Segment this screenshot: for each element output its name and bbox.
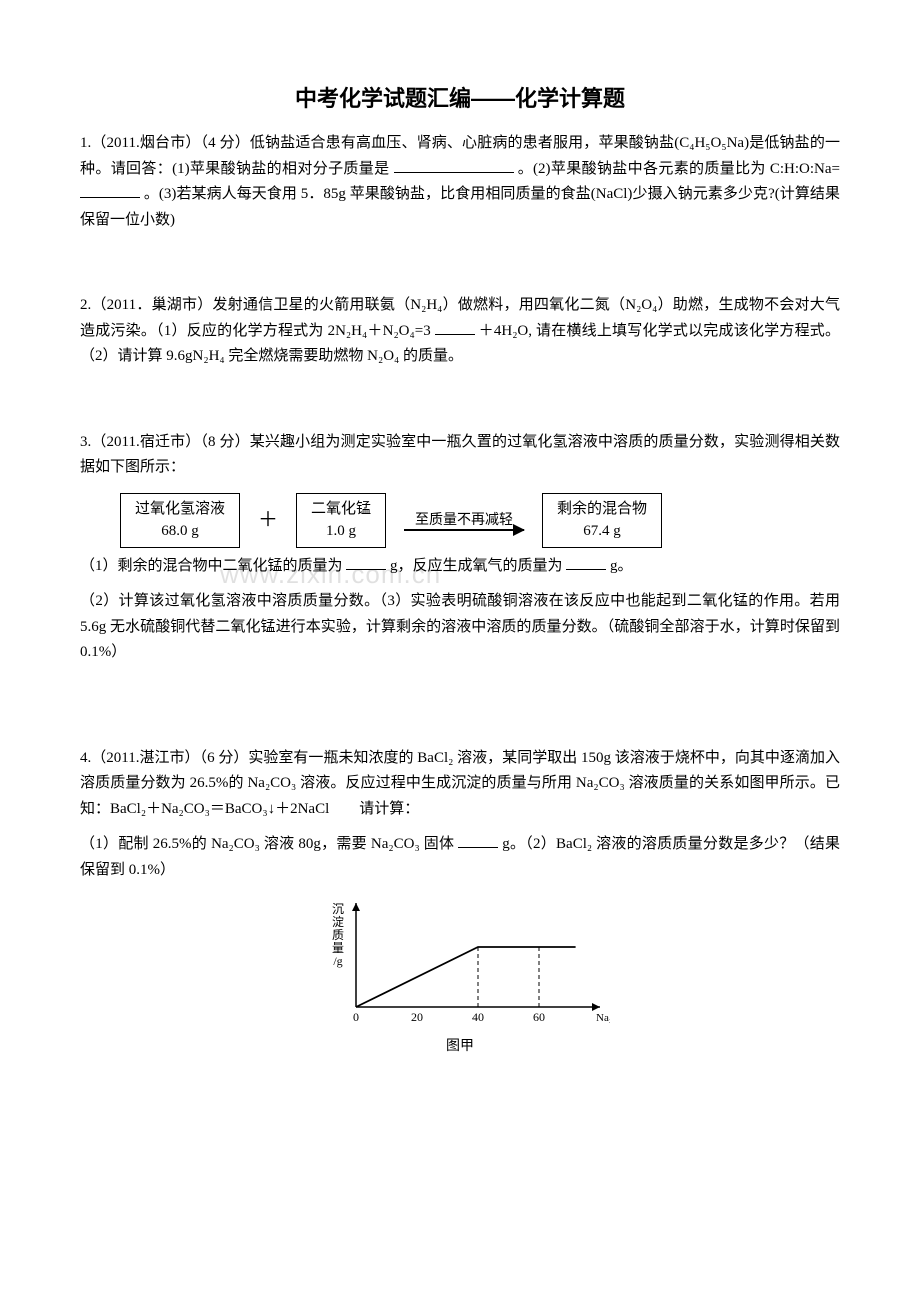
question-1: 1.（2011.烟台市）（4 分）低钠盐适合患有高血压、肾病、心脏病的患者服用，… xyxy=(80,131,840,233)
flow-box-2: 二氧化锰 1.0 g xyxy=(296,493,386,548)
flow-plus: ＋ xyxy=(258,503,278,537)
blank-q2-1[interactable] xyxy=(435,319,475,335)
blank-q3-1[interactable] xyxy=(346,554,386,570)
svg-text:淀: 淀 xyxy=(332,915,344,929)
q4-chart-container: 0 20 40 60 Na₂CO₃溶液质量/g 沉淀质量/g 图甲 xyxy=(80,893,840,1059)
arrow-icon xyxy=(404,529,524,531)
q3-intro-text: 3.（2011.宿迁市）（8 分）某兴趣小组为测定实验室中一瓶久置的过氧化氢溶液… xyxy=(80,434,840,476)
svg-text:40: 40 xyxy=(472,1010,484,1024)
flow-box-1-l1: 过氧化氢溶液 xyxy=(135,498,225,521)
flow-box-2-l2: 1.0 g xyxy=(311,520,371,543)
blank-q4-1[interactable] xyxy=(458,832,498,848)
flow-arrow: 至质量不再减轻 xyxy=(404,509,524,531)
blank-q1-1[interactable] xyxy=(394,157,514,173)
q3-p1-c: g。 xyxy=(610,558,633,574)
q3-p1-b: g，反应生成氧气的质量为 xyxy=(390,558,563,574)
svg-text:量: 量 xyxy=(332,941,344,955)
q1-text-b: 。(2)苹果酸钠盐中各元素的质量比为 C:H:O:Na= xyxy=(518,161,840,177)
svg-text:/g: /g xyxy=(333,954,342,968)
flow-box-2-l1: 二氧化锰 xyxy=(311,498,371,521)
flow-box-3: 剩余的混合物 67.4 g xyxy=(542,493,662,548)
blank-q1-2[interactable] xyxy=(80,182,140,198)
question-2: 2.（2011．巢湖市）发射通信卫星的火箭用联氨（N₂H₄）做燃料，用四氧化二氮… xyxy=(80,293,840,370)
svg-text:沉: 沉 xyxy=(332,902,344,916)
q1-text-c: 。(3)若某病人每天食用 5．85g 苹果酸钠盐，比食用相同质量的食盐(NaCl… xyxy=(80,186,840,228)
svg-text:60: 60 xyxy=(533,1010,545,1024)
question-4: 4.（2011.湛江市）（6 分）实验室有一瓶未知浓度的 BaCl₂ 溶液，某同… xyxy=(80,746,840,823)
svg-text:0: 0 xyxy=(353,1010,359,1024)
question-3-part2: （2）计算该过氧化氢溶液中溶质质量分数。（3）实验表明硫酸铜溶液在该反应中也能起… xyxy=(80,589,840,666)
flow-box-1-l2: 68.0 g xyxy=(135,520,225,543)
svg-text:20: 20 xyxy=(411,1010,423,1024)
q4-chart-caption: 图甲 xyxy=(310,1035,610,1059)
q4-chart: 0 20 40 60 Na₂CO₃溶液质量/g 沉淀质量/g xyxy=(310,893,610,1033)
flow-box-1: 过氧化氢溶液 68.0 g xyxy=(120,493,240,548)
q3-flow-diagram: 过氧化氢溶液 68.0 g ＋ 二氧化锰 1.0 g 至质量不再减轻 剩余的混合… xyxy=(120,493,840,548)
svg-text:质: 质 xyxy=(332,928,344,942)
blank-q3-2[interactable] xyxy=(566,554,606,570)
flow-box-3-l2: 67.4 g xyxy=(557,520,647,543)
question-3-part1: （1）剩余的混合物中二氧化锰的质量为 g，反应生成氧气的质量为 g。 xyxy=(80,554,840,580)
svg-text:Na₂CO₃溶液质量/g: Na₂CO₃溶液质量/g xyxy=(596,1010,610,1024)
q3-p1-a: （1）剩余的混合物中二氧化锰的质量为 xyxy=(80,558,343,574)
flow-box-3-l1: 剩余的混合物 xyxy=(557,498,647,521)
question-4-part1: （1）配制 26.5%的 Na₂CO₃ 溶液 80g，需要 Na₂CO₃ 固体 … xyxy=(80,832,840,883)
q4-p1-a: （1）配制 26.5%的 Na₂CO₃ 溶液 80g，需要 Na₂CO₃ 固体 xyxy=(80,836,454,852)
page-title: 中考化学试题汇编——化学计算题 xyxy=(80,80,840,117)
question-3-intro: 3.（2011.宿迁市）（8 分）某兴趣小组为测定实验室中一瓶久置的过氧化氢溶液… xyxy=(80,430,840,481)
